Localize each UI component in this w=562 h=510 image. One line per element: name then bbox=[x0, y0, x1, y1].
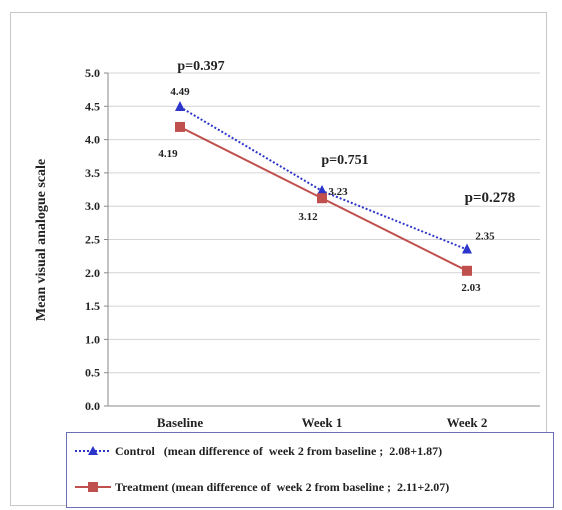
legend: Control (mean difference of week 2 from … bbox=[66, 432, 554, 508]
treatment-data-label: 2.03 bbox=[461, 282, 481, 294]
p-value-annotation: p=0.397 bbox=[177, 59, 224, 74]
x-tick-labels: Baseline Week 1 Week 2 bbox=[157, 415, 488, 430]
series bbox=[175, 100, 472, 276]
p-value-annotations: p=0.397 p=0.751 p=0.278 bbox=[177, 59, 515, 206]
x-tick-label: Baseline bbox=[157, 415, 203, 430]
data-labels: 4.49 3.23 2.35 4.19 3.12 2.03 bbox=[158, 86, 495, 294]
treatment-point-marker bbox=[317, 193, 327, 204]
legend-label-treatment: Treatment (mean difference of week 2 fro… bbox=[115, 479, 450, 494]
treatment-point-marker bbox=[462, 265, 472, 276]
treatment-data-label: 4.19 bbox=[158, 148, 178, 160]
p-value-annotation: p=0.278 bbox=[465, 190, 516, 206]
y-tick-label: 3.5 bbox=[85, 166, 100, 180]
x-tick-label: Week 2 bbox=[447, 415, 488, 430]
control-data-label: 3.23 bbox=[328, 186, 348, 198]
gridlines bbox=[108, 72, 540, 374]
y-tick-label: 2.0 bbox=[85, 266, 100, 280]
y-tick-label: 0.5 bbox=[85, 366, 100, 380]
control-data-label: 4.49 bbox=[170, 86, 190, 98]
y-tick-label: 2.5 bbox=[85, 233, 100, 247]
control-data-label: 2.35 bbox=[475, 230, 495, 242]
chart-frame bbox=[10, 12, 547, 506]
treatment-legend-swatch bbox=[75, 482, 111, 492]
legend-item-treatment: Treatment (mean difference of week 2 fro… bbox=[73, 477, 449, 497]
y-axis-label: Mean visual analogue scale bbox=[34, 159, 49, 321]
y-tick-label: 1.0 bbox=[85, 332, 100, 346]
y-tick-label: 1.5 bbox=[85, 299, 100, 313]
control-point-marker bbox=[317, 184, 327, 195]
axes bbox=[104, 72, 540, 407]
y-tick-labels: 0.0 0.5 1.0 1.5 2.0 2.5 3.0 3.5 4.0 4.5 5.0 bbox=[85, 66, 100, 413]
control-point-marker bbox=[175, 100, 185, 111]
legend-label-control: Control (mean difference of week 2 from … bbox=[115, 443, 443, 458]
treatment-point-marker bbox=[175, 121, 185, 132]
y-tick-label: 4.0 bbox=[85, 133, 100, 147]
control-point-marker bbox=[462, 243, 472, 254]
y-tick-label: 5.0 bbox=[85, 66, 100, 80]
p-value-annotation: p=0.751 bbox=[321, 153, 368, 168]
control-legend-swatch bbox=[75, 446, 111, 455]
legend-item-control: Control (mean difference of week 2 from … bbox=[73, 441, 442, 461]
treatment-data-label: 3.12 bbox=[298, 211, 318, 223]
x-tick-label: Week 1 bbox=[302, 415, 343, 430]
y-tick-label: 0.0 bbox=[85, 399, 100, 413]
control-series-line bbox=[179, 106, 468, 251]
y-tick-label: 4.5 bbox=[85, 99, 100, 113]
y-tick-label: 3.0 bbox=[85, 199, 100, 213]
